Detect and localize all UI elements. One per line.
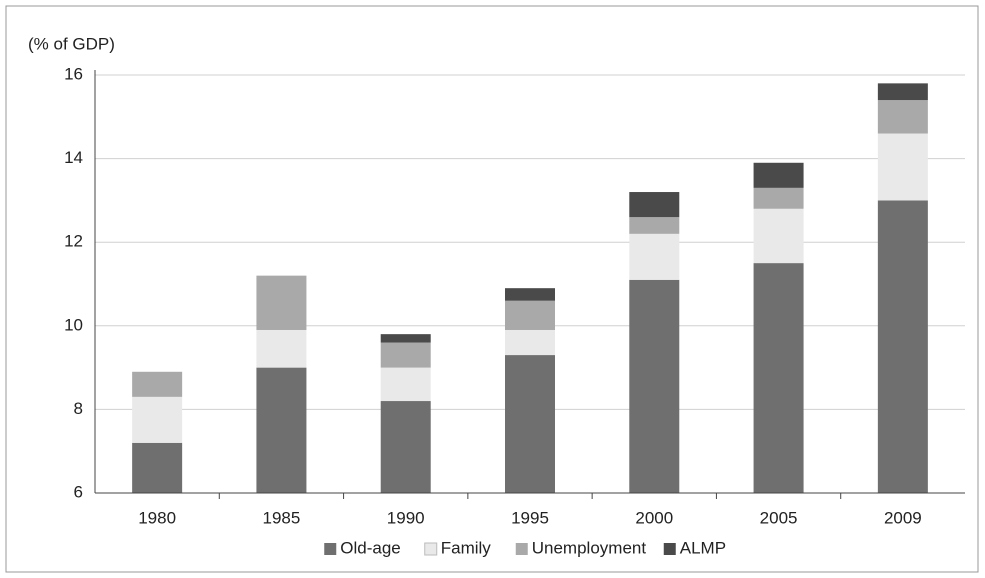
legend-swatch — [663, 543, 676, 555]
bar-segment — [132, 442, 183, 493]
x-tick-label: 1995 — [511, 508, 549, 527]
y-tick-label: 10 — [64, 315, 83, 334]
bar-segment — [877, 100, 928, 134]
y-tick-label: 8 — [74, 399, 83, 418]
legend-label: ALMP — [680, 538, 726, 557]
x-tick-label: 1980 — [138, 508, 176, 527]
bar-segment — [629, 192, 680, 218]
x-tick-label: 2005 — [760, 508, 798, 527]
bar-segment — [505, 300, 555, 330]
bar-segment — [380, 334, 431, 343]
bar-segment — [256, 329, 307, 368]
bar-segment — [877, 200, 928, 493]
legend-label: Old-age — [340, 538, 400, 557]
bar-segment — [380, 342, 431, 368]
frame — [5, 5, 979, 573]
bar-segment — [753, 263, 804, 493]
x-tick-label: 2009 — [884, 508, 922, 527]
bar-segment — [753, 187, 804, 209]
bar-segment — [505, 329, 555, 356]
bar-segment — [132, 371, 183, 397]
bar-segment — [753, 208, 804, 264]
y-tick-label: 12 — [64, 232, 83, 251]
bar-segment — [132, 396, 183, 443]
x-tick-label: 1985 — [263, 508, 301, 527]
legend-swatch — [515, 543, 528, 555]
bar-segment — [753, 162, 804, 188]
bar-segment — [877, 83, 928, 101]
legend-swatch — [424, 542, 438, 556]
bar-segment — [256, 275, 307, 330]
x-tick-label: 2000 — [635, 508, 673, 527]
bar-segment — [877, 133, 928, 201]
bar-segment — [629, 279, 680, 493]
y-tick-label: 16 — [64, 64, 83, 83]
bar-segment — [629, 217, 680, 234]
bar-segment — [629, 233, 680, 280]
y-tick-label: 14 — [64, 148, 83, 167]
legend-label: Family — [441, 538, 492, 557]
x-tick-label: 1990 — [387, 508, 425, 527]
legend-label: Unemployment — [532, 538, 647, 557]
bar-segment — [505, 288, 555, 301]
bar-segment — [505, 355, 555, 493]
legend-swatch — [324, 543, 337, 555]
bar-segment — [380, 367, 431, 402]
y-axis-label: (% of GDP) — [28, 34, 115, 53]
bar-segment — [256, 367, 307, 493]
bar-segment — [380, 401, 431, 493]
y-tick-label: 6 — [74, 482, 83, 501]
